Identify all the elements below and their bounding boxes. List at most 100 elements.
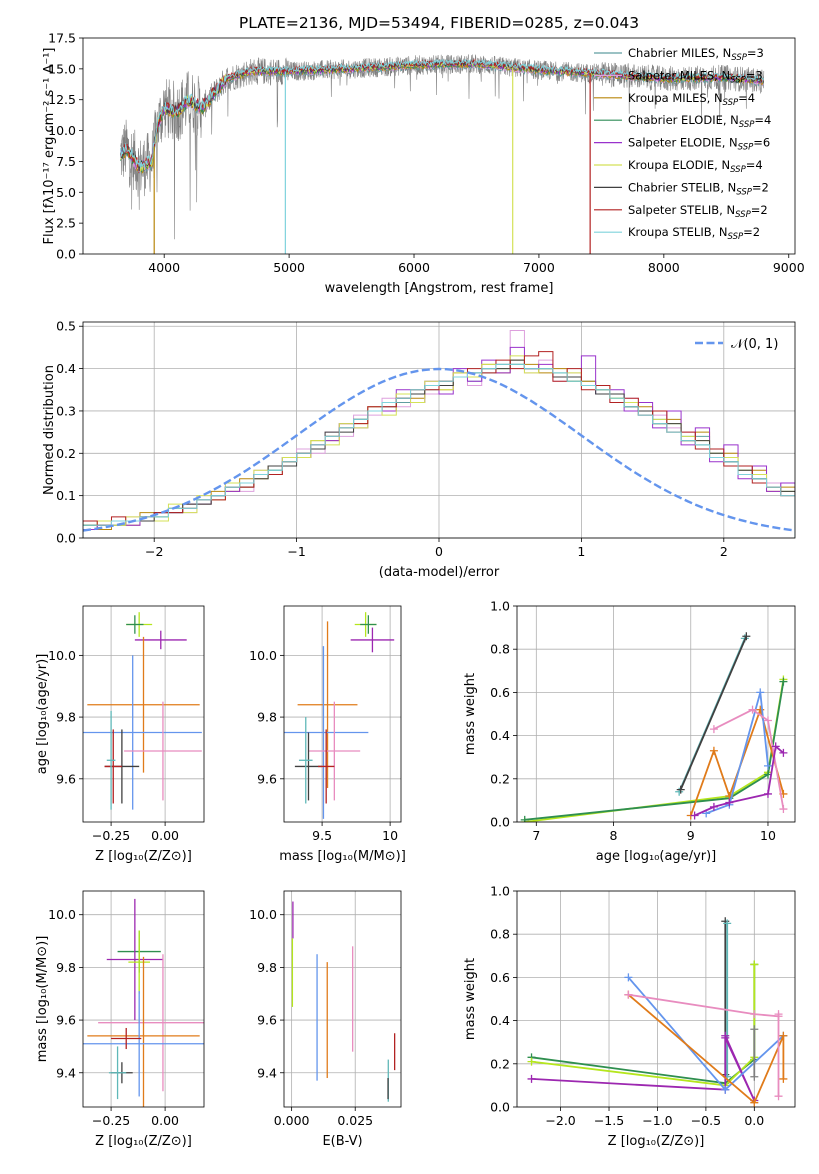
- y-tick-label: 7.5: [56, 154, 76, 169]
- data-point-marker: [750, 1025, 759, 1034]
- plot-frame: [82, 890, 205, 1108]
- legend-label-subscript: SSP: [735, 210, 751, 220]
- x-tick-label: 7000: [523, 260, 555, 275]
- x-axis-label: E(B-V): [322, 1134, 362, 1149]
- y-tick-label: 1.0: [490, 884, 510, 899]
- y-tick-label: 15.0: [48, 61, 76, 76]
- data-point-marker: [676, 785, 685, 794]
- x-tick-label: −0.25: [92, 828, 130, 843]
- y-tick-label: 0.4: [490, 728, 510, 743]
- y-tick-label: 9.8: [257, 710, 277, 725]
- x-axis-label: Z [log₁₀(Z/Z⊙)]: [95, 849, 192, 864]
- data-point-marker: [774, 1010, 783, 1019]
- data-point-marker: [520, 815, 529, 822]
- legend-label: Kroupa MILES, NSSP=4: [628, 91, 755, 108]
- y-tick-label: 0.4: [490, 1013, 510, 1028]
- plot-area-mass-vs-EBV: [291, 901, 396, 1102]
- legend-label: Salpeter ELODIE, NSSP=6: [628, 136, 770, 153]
- weight-line-purple: [694, 744, 784, 817]
- y-tick-label: 0.2: [490, 771, 510, 786]
- y-tick-label: 10.0: [48, 648, 76, 663]
- plot-frame: [516, 890, 796, 1108]
- model-spectrum-stelib_kroupa: [120, 58, 764, 169]
- x-axis-label: Z [log₁₀(Z/Z⊙)]: [608, 1134, 705, 1149]
- y-tick-label: 0.0: [56, 531, 76, 546]
- data-point-marker: [779, 1074, 788, 1083]
- plot-area-age-vs-Z: [83, 612, 202, 810]
- legend-label: Kroupa ELODIE, NSSP=4: [628, 158, 763, 175]
- plot-area-spectrum: [120, 54, 765, 254]
- y-tick-label: 2.5: [56, 216, 76, 231]
- y-tick-label: 0.0: [490, 815, 510, 830]
- y-tick-label: 9.6: [257, 771, 277, 786]
- data-point-marker: [750, 1072, 759, 1081]
- y-axis-label: Flux [fλ10⁻¹⁷ erg cm⁻² s⁻¹ A⁻¹]: [42, 48, 57, 245]
- y-tick-label: 5.0: [56, 185, 76, 200]
- weight-line-orange: [627, 994, 785, 1105]
- y-tick-label: 0.8: [490, 927, 510, 942]
- legend-label-suffix: =4: [746, 158, 763, 172]
- y-axis-label: mass weight: [463, 673, 478, 755]
- data-point-marker: [723, 919, 732, 928]
- y-tick-label: 10.0: [249, 648, 277, 663]
- legend-label-subscript: SSP: [731, 53, 747, 63]
- y-tick-label: 9.8: [56, 960, 76, 975]
- legend-label-suffix: =6: [753, 136, 770, 150]
- y-tick-label: 9.4: [257, 1065, 277, 1080]
- data-point-marker: [750, 960, 759, 969]
- x-tick-label: 9.5: [312, 828, 332, 843]
- data-point-marker: [742, 632, 751, 641]
- legend-label-text: Salpeter STELIB, N: [628, 203, 735, 217]
- plot-frame: [283, 605, 402, 823]
- x-tick-label: 0.000: [274, 1113, 310, 1128]
- y-axis-label: age [log₁₀(age/yr)]: [35, 654, 50, 775]
- plot-frame: [283, 890, 402, 1108]
- x-tick-label: −2.0: [545, 1113, 575, 1128]
- legend-label-suffix: =2: [743, 225, 760, 239]
- y-tick-label: 0.3: [56, 403, 76, 418]
- x-tick-label: 0.00: [151, 828, 179, 843]
- x-tick-label: 8: [610, 828, 618, 843]
- axes-mass-vs-EBV: 9.4 9.6 9.8 10.0 0.000 0.025 E(B-V): [249, 890, 402, 1149]
- data-point-marker: [771, 742, 780, 751]
- x-tick-label: 0.00: [151, 1113, 179, 1128]
- plot-frame: [82, 321, 796, 539]
- legend-label: Chabrier ELODIE, NSSP=4: [628, 113, 771, 130]
- legend-label-text: Kroupa STELIB, N: [628, 225, 728, 239]
- data-point-marker: [779, 805, 788, 814]
- y-tick-label: 1.0: [490, 599, 510, 614]
- y-tick-label: 0.0: [490, 1100, 510, 1115]
- y-tick-label: 9.6: [56, 1013, 76, 1028]
- plot-frame: [516, 605, 796, 823]
- axes-age-vs-Z: 9.6 9.8 10.0 −0.25 0.00 Z [log₁₀(Z/Z⊙)] age [l…: [35, 605, 205, 864]
- x-tick-label: 0: [435, 544, 443, 559]
- data-point-marker: [779, 748, 788, 757]
- axes-mass-vs-Z: 9.4 9.6 9.8 10.0 −0.25 0.00 Z [log₁₀(Z/Z⊙)] mas…: [35, 890, 205, 1149]
- plot-area-weight-vs-age: [520, 632, 788, 822]
- data-point-marker: [756, 688, 765, 697]
- y-tick-label: 0.4: [56, 361, 76, 376]
- legend-label-text: Kroupa MILES, N: [628, 91, 723, 105]
- y-tick-label: 12.5: [48, 92, 76, 107]
- axes-residuals: 0.0 0.1 0.2 0.3 0.4 0.5 −2 −1 0 1 2 (data-model)/er…: [42, 319, 796, 580]
- data-point-marker: [527, 1057, 536, 1066]
- y-tick-label: 9.6: [257, 1013, 277, 1028]
- x-tick-label: 9: [687, 828, 695, 843]
- legend-label-suffix: =3: [747, 46, 764, 60]
- weight-line-blue: [705, 692, 769, 815]
- legend-label-text: Chabrier ELODIE, N: [628, 113, 739, 127]
- x-tick-label: 8000: [648, 260, 680, 275]
- x-tick-label: −1.0: [642, 1113, 672, 1128]
- normal-reference-curve: [83, 367, 795, 532]
- y-tick-label: 0.5: [56, 319, 76, 334]
- legend-label-suffix: =3: [746, 68, 763, 82]
- x-axis-label: wavelength [Angstrom, rest frame]: [325, 281, 554, 296]
- data-point-marker: [527, 1074, 536, 1083]
- legend-label-suffix: =4: [754, 113, 771, 127]
- data-point-marker: [748, 705, 757, 714]
- data-point-marker: [725, 798, 734, 807]
- data-point-marker: [779, 1031, 788, 1040]
- legend-label: Salpeter STELIB, NSSP=2: [628, 203, 768, 220]
